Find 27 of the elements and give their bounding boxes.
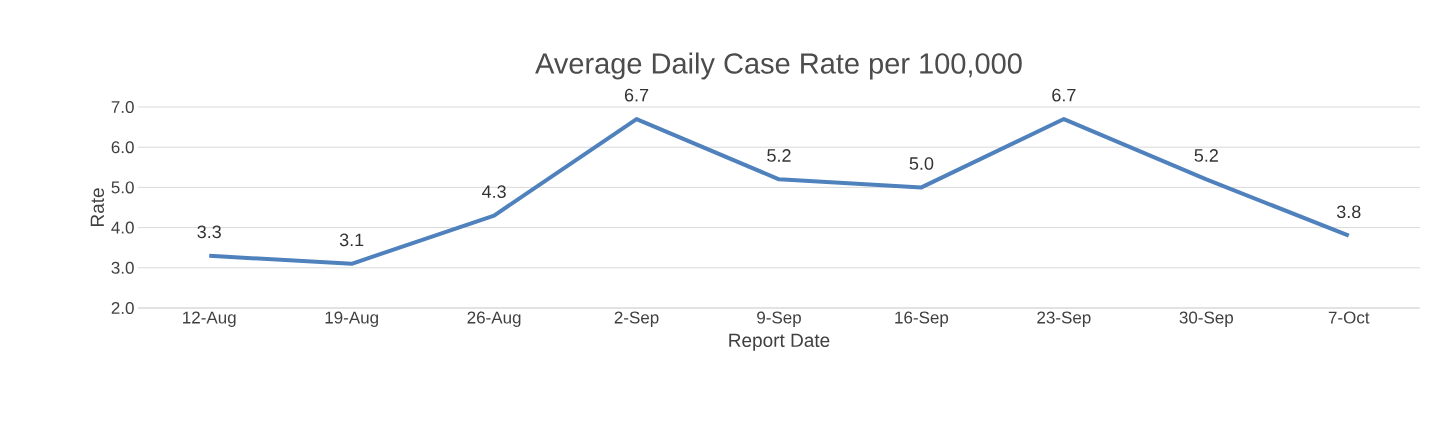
x-tick-label: 2-Sep	[614, 311, 659, 327]
x-tick-label: 12-Aug	[183, 311, 236, 327]
data-label: 3.1	[339, 233, 364, 247]
data-label: 6.7	[624, 88, 649, 102]
data-label: 3.8	[1336, 205, 1361, 219]
y-tick-label: 4.0	[111, 221, 134, 234]
data-label: 6.7	[1052, 88, 1076, 102]
data-label: 5.2	[1194, 149, 1218, 162]
data-label: 3.3	[197, 225, 221, 239]
x-tick-label: 19-Aug	[325, 311, 378, 327]
x-axis-title: Report Date	[729, 333, 830, 351]
data-label: 4.3	[482, 185, 506, 199]
x-tick-label: 9-Sep	[757, 311, 801, 327]
y-tick-label: 5.0	[111, 181, 134, 194]
x-tick-label: 16-Sep	[895, 311, 949, 327]
x-tick-label: 30-Sep	[1179, 311, 1233, 327]
y-axis-title: Rate	[90, 188, 105, 226]
chart-title: Average Daily Case Rate per 100,000	[535, 52, 1022, 80]
y-tick-label: 6.0	[111, 141, 134, 154]
x-tick-label: 23-Sep	[1037, 311, 1091, 327]
data-label: 5.2	[767, 149, 791, 162]
y-tick-label: 3.0	[111, 261, 134, 274]
x-tick-label: 26-Aug	[467, 311, 521, 327]
y-tick-label: 2.0	[111, 301, 134, 315]
data-label: 5.0	[909, 157, 934, 170]
y-tick-label: 7.0	[111, 100, 134, 114]
x-tick-label: 7-Oct	[1328, 311, 1370, 324]
